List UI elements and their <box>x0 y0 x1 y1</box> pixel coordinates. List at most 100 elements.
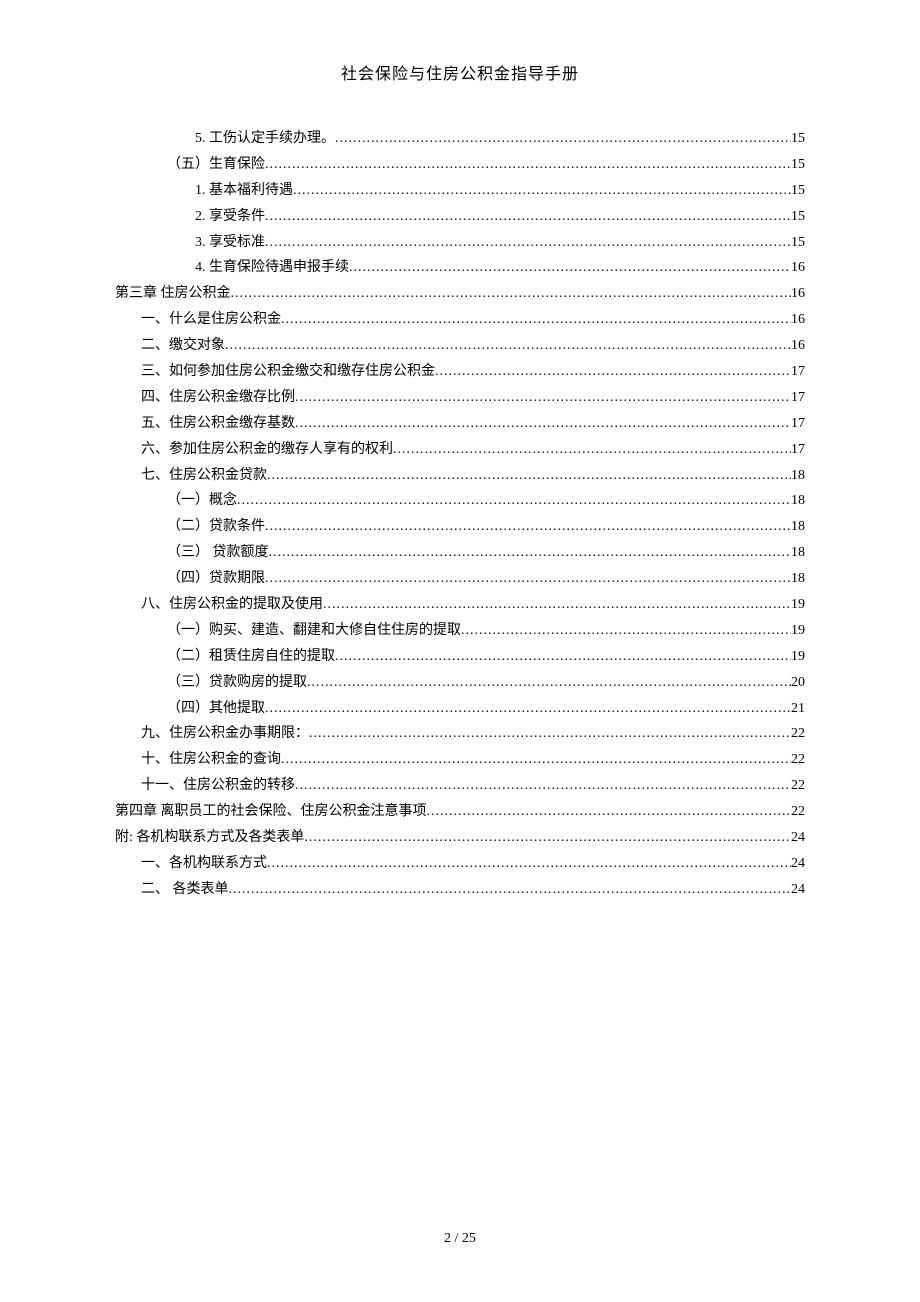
toc-leader-dots <box>265 566 791 592</box>
toc-entry-text: 七、住房公积金贷款 <box>141 463 267 489</box>
toc-entry: 九、住房公积金办事期限： 22 <box>115 721 805 747</box>
toc-entry-text: （四）其他提取 <box>167 696 265 722</box>
toc-entry-page: 24 <box>791 851 805 877</box>
toc-entry-page: 20 <box>791 670 805 696</box>
toc-leader-dots <box>229 877 792 903</box>
toc-entry: 六、参加住房公积金的缴存人享有的权利 17 <box>115 437 805 463</box>
toc-entry-page: 15 <box>791 204 805 230</box>
toc-entry: 2. 享受条件15 <box>115 204 805 230</box>
toc-entry-page: 16 <box>791 281 805 307</box>
toc-entry-text: 4. 生育保险待遇申报手续 <box>195 255 349 281</box>
toc-leader-dots <box>293 178 791 204</box>
toc-leader-dots <box>393 437 791 463</box>
toc-entry-page: 22 <box>791 799 805 825</box>
toc-entry: 四、住房公积金缴存比例 17 <box>115 385 805 411</box>
toc-entry: 1. 基本福利待遇 15 <box>115 178 805 204</box>
toc-entry-page: 18 <box>791 514 805 540</box>
toc-entry-text: 第四章 离职员工的社会保险、住房公积金注意事项 <box>115 799 427 825</box>
toc-entry-text: 九、住房公积金办事期限： <box>141 721 309 747</box>
document-page: 社会保险与住房公积金指导手册 5. 工伤认定手续办理。15（五）生育保险151.… <box>0 0 920 903</box>
toc-leader-dots <box>265 204 791 230</box>
toc-leader-dots <box>309 721 791 747</box>
toc-entry-page: 15 <box>791 152 805 178</box>
toc-entry-text: （五）生育保险 <box>167 152 265 178</box>
toc-entry-text: 六、参加住房公积金的缴存人享有的权利 <box>141 437 393 463</box>
toc-leader-dots <box>281 747 791 773</box>
toc-entry-text: （一）概念 <box>167 488 237 514</box>
toc-leader-dots <box>265 152 791 178</box>
toc-entry: 第三章 住房公积金 16 <box>115 281 805 307</box>
toc-entry: （二）租赁住房自住的提取 19 <box>115 644 805 670</box>
toc-entry: 一、各机构联系方式 24 <box>115 851 805 877</box>
toc-leader-dots <box>231 281 792 307</box>
toc-entry-text: 5. 工伤认定手续办理。 <box>195 126 335 152</box>
toc-entry-page: 24 <box>791 825 805 851</box>
toc-leader-dots <box>427 799 792 825</box>
toc-leader-dots <box>323 592 791 618</box>
toc-leader-dots <box>267 463 791 489</box>
toc-entry-text: （一）购买、建造、翻建和大修自住住房的提取 <box>167 618 461 644</box>
toc-entry-page: 15 <box>791 230 805 256</box>
toc-leader-dots <box>461 618 791 644</box>
toc-entry-page: 18 <box>791 540 805 566</box>
toc-entry: （三） 贷款额度 18 <box>115 540 805 566</box>
toc-leader-dots <box>335 644 791 670</box>
toc-entry-text: 3. 享受标准 <box>195 230 265 256</box>
toc-entry-text: 十、住房公积金的查询 <box>141 747 281 773</box>
toc-entry-text: 三、如何参加住房公积金缴交和缴存住房公积金 <box>141 359 435 385</box>
toc-entry-page: 16 <box>791 333 805 359</box>
toc-entry: 4. 生育保险待遇申报手续 16 <box>115 255 805 281</box>
page-header-title: 社会保险与住房公积金指导手册 <box>115 60 805 84</box>
toc-entry-page: 24 <box>791 877 805 903</box>
toc-entry: （一）购买、建造、翻建和大修自住住房的提取19 <box>115 618 805 644</box>
toc-entry-text: （四）贷款期限 <box>167 566 265 592</box>
toc-entry-page: 16 <box>791 307 805 333</box>
toc-entry-text: 附: 各机构联系方式及各类表单 <box>115 825 304 851</box>
toc-entry-page: 19 <box>791 592 805 618</box>
toc-entry: （四）其他提取21 <box>115 696 805 722</box>
toc-entry: 二、 各类表单24 <box>115 877 805 903</box>
toc-entry: （四）贷款期限18 <box>115 566 805 592</box>
toc-entry-text: （三） 贷款额度 <box>167 540 269 566</box>
toc-leader-dots <box>265 514 791 540</box>
toc-entry-text: 一、各机构联系方式 <box>141 851 267 877</box>
toc-entry: （三）贷款购房的提取 20 <box>115 670 805 696</box>
toc-entry: 第四章 离职员工的社会保险、住房公积金注意事项 22 <box>115 799 805 825</box>
toc-entry-page: 22 <box>791 721 805 747</box>
toc-entry: 一、什么是住房公积金 16 <box>115 307 805 333</box>
toc-entry-page: 22 <box>791 747 805 773</box>
toc-entry-text: 十一、住房公积金的转移 <box>141 773 295 799</box>
page-footer: 2 / 25 <box>0 1231 920 1247</box>
toc-entry-text: （三）贷款购房的提取 <box>167 670 307 696</box>
toc-entry-text: 一、什么是住房公积金 <box>141 307 281 333</box>
toc-entry-text: 八、住房公积金的提取及使用 <box>141 592 323 618</box>
toc-leader-dots <box>281 307 791 333</box>
toc-entry: 3. 享受标准 15 <box>115 230 805 256</box>
toc-entry: 十、住房公积金的查询 22 <box>115 747 805 773</box>
toc-leader-dots <box>335 126 791 152</box>
toc-entry-page: 17 <box>791 437 805 463</box>
toc-entry: （二）贷款条件 18 <box>115 514 805 540</box>
toc-entry-text: （二）贷款条件 <box>167 514 265 540</box>
toc-entry-page: 15 <box>791 178 805 204</box>
toc-entry-text: 第三章 住房公积金 <box>115 281 231 307</box>
toc-entry-page: 16 <box>791 255 805 281</box>
toc-entry-text: 四、住房公积金缴存比例 <box>141 385 295 411</box>
toc-leader-dots <box>265 230 791 256</box>
toc-leader-dots <box>304 825 791 851</box>
toc-entry-page: 18 <box>791 488 805 514</box>
toc-leader-dots <box>295 385 791 411</box>
toc-entry-page: 17 <box>791 385 805 411</box>
toc-entry-text: 五、住房公积金缴存基数 <box>141 411 295 437</box>
toc-entry: 七、住房公积金贷款18 <box>115 463 805 489</box>
toc-entry-page: 17 <box>791 411 805 437</box>
toc-entry: 三、如何参加住房公积金缴交和缴存住房公积金 17 <box>115 359 805 385</box>
toc-leader-dots <box>267 851 791 877</box>
table-of-contents: 5. 工伤认定手续办理。15（五）生育保险151. 基本福利待遇152. 享受条… <box>115 126 805 903</box>
toc-entry-page: 19 <box>791 644 805 670</box>
toc-entry-page: 22 <box>791 773 805 799</box>
toc-entry-page: 17 <box>791 359 805 385</box>
toc-entry-text: 1. 基本福利待遇 <box>195 178 293 204</box>
toc-leader-dots <box>295 773 791 799</box>
toc-entry-text: （二）租赁住房自住的提取 <box>167 644 335 670</box>
